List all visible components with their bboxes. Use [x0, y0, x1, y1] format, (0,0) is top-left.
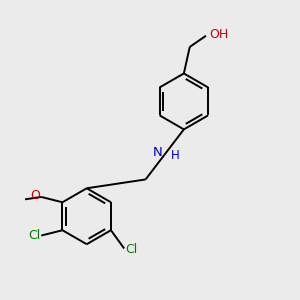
Text: OH: OH: [209, 28, 228, 41]
Text: N: N: [153, 146, 162, 159]
Text: Cl: Cl: [125, 243, 138, 256]
Text: H: H: [171, 149, 180, 162]
Text: Cl: Cl: [28, 229, 40, 242]
Text: O: O: [31, 189, 40, 202]
